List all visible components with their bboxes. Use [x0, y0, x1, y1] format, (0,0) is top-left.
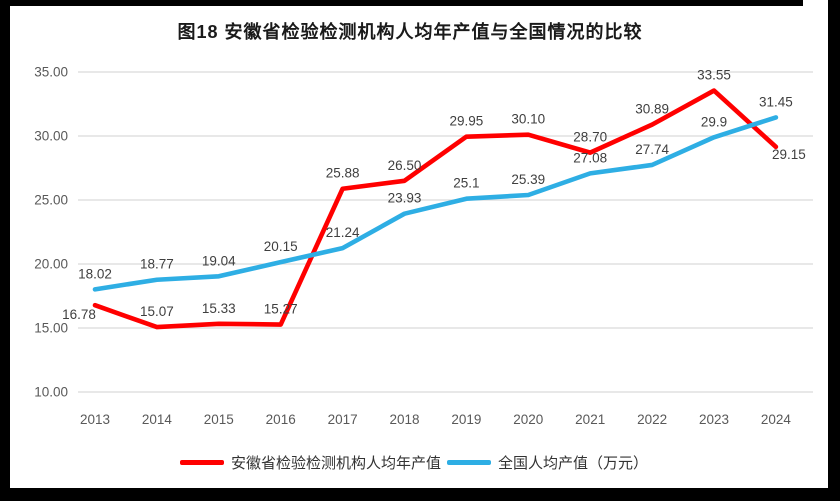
data-label: 15.07 — [140, 304, 174, 319]
x-axis-tick-label: 2017 — [328, 412, 358, 427]
data-label: 15.33 — [202, 301, 236, 316]
x-axis-tick-label: 2016 — [266, 412, 296, 427]
data-label: 19.04 — [202, 253, 236, 268]
data-label: 25.1 — [453, 176, 479, 191]
data-label: 29.9 — [701, 114, 727, 129]
x-axis-tick-label: 2023 — [699, 412, 729, 427]
legend-swatch-national-icon — [447, 460, 491, 465]
x-axis-tick-label: 2013 — [80, 412, 110, 427]
x-axis-tick-label: 2024 — [761, 412, 792, 427]
data-label: 18.77 — [140, 257, 174, 272]
data-label: 26.50 — [388, 158, 422, 173]
x-axis-tick-label: 2021 — [575, 412, 605, 427]
data-label: 27.08 — [573, 150, 607, 165]
data-label: 21.24 — [326, 225, 360, 240]
y-axis-tick-label: 10.00 — [34, 385, 68, 400]
y-axis-tick-label: 15.00 — [34, 321, 68, 336]
data-label: 16.78 — [62, 307, 96, 322]
legend-item-national: 全国人均产值（万元） — [447, 452, 648, 473]
panel-top-notch — [803, 0, 828, 6]
x-axis-tick-label: 2019 — [451, 412, 481, 427]
data-label: 23.93 — [388, 191, 422, 206]
series-line-0 — [92, 88, 779, 330]
chart-title: 图18 安徽省检验检测机构人均年产值与全国情况的比较 — [177, 22, 643, 42]
data-label: 25.39 — [511, 172, 545, 187]
legend-label-anhui: 安徽省检验检测机构人均年产值 — [230, 455, 441, 472]
data-label: 18.02 — [78, 266, 112, 281]
data-label: 29.95 — [450, 114, 484, 129]
y-axis-tick-label: 25.00 — [34, 193, 68, 208]
data-label: 15.27 — [264, 302, 298, 317]
x-axis-tick-label: 2015 — [204, 412, 234, 427]
x-axis-tick-label: 2018 — [389, 412, 419, 427]
data-label: 28.70 — [573, 130, 607, 145]
series-line-1 — [92, 115, 779, 292]
y-axis-tick-label: 35.00 — [34, 65, 68, 80]
y-axis-tick-label: 30.00 — [34, 129, 68, 144]
legend-swatch-anhui-icon — [179, 460, 224, 465]
data-label: 29.15 — [772, 147, 806, 162]
data-label: 30.10 — [511, 112, 545, 127]
y-axis-tick-label: 20.00 — [34, 257, 68, 272]
x-axis-tick-label: 2022 — [637, 412, 667, 427]
x-axis-tick-label: 2020 — [513, 412, 543, 427]
chart-panel — [10, 6, 828, 488]
chart-legend: 安徽省检验检测机构人均年产值 全国人均产值（万元） — [0, 452, 828, 473]
data-label: 20.15 — [264, 239, 298, 254]
data-label: 25.88 — [326, 166, 360, 181]
data-label: 30.89 — [635, 102, 669, 117]
data-label: 31.45 — [759, 94, 793, 109]
legend-label-national: 全国人均产值（万元） — [498, 455, 649, 472]
x-axis-tick-label: 2014 — [142, 412, 173, 427]
data-label: 33.55 — [697, 68, 731, 83]
data-label: 27.74 — [635, 142, 669, 157]
legend-item-anhui: 安徽省检验检测机构人均年产值 — [179, 452, 441, 473]
